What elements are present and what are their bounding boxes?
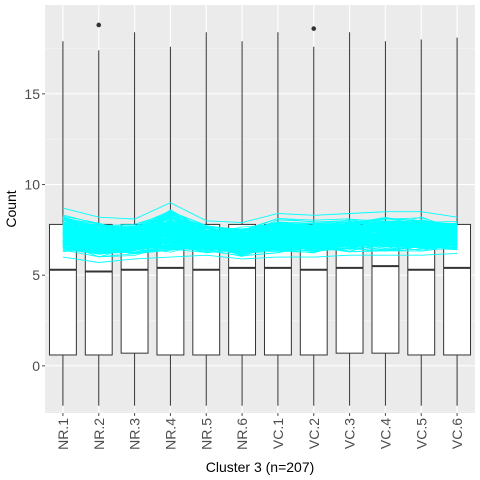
profile-line <box>62 218 458 238</box>
y-tick-label: 15 <box>24 86 40 102</box>
profile-lines <box>62 202 458 263</box>
whiskers <box>62 32 458 406</box>
profile-line <box>62 239 458 252</box>
profile-line <box>62 233 458 248</box>
profile-line-upper <box>62 202 458 224</box>
profile-line <box>62 221 458 235</box>
profile-line <box>62 212 458 237</box>
y-tick-label: 10 <box>24 177 40 193</box>
y-axis: 0 5 10 15 <box>24 86 45 374</box>
y-tick-label: 0 <box>32 358 40 374</box>
x-tick-label: VC.4 <box>377 418 393 449</box>
y-tick-label: 5 <box>32 267 40 283</box>
x-tick-label: VC.3 <box>342 418 358 449</box>
x-axis: NR.1 NR.2 NR.3 NR.4 NR.5 NR.6 VC.1 VC.2 VC.3 VC.4… <box>55 413 465 450</box>
outlier-point <box>96 22 102 28</box>
x-tick-label: NR.6 <box>234 418 250 450</box>
x-tick-label: NR.4 <box>162 418 178 450</box>
profile-line <box>62 239 458 248</box>
x-tick-label: NR.5 <box>198 418 214 450</box>
outlier-points <box>96 22 317 31</box>
x-axis-title: Cluster 3 (n=207) <box>206 459 315 475</box>
outlier-point <box>311 26 317 31</box>
x-tick-label: NR.3 <box>127 418 143 450</box>
profile-line <box>62 228 458 246</box>
x-tick-label: NR.2 <box>91 418 107 450</box>
profile-line <box>62 221 458 242</box>
profile-line <box>62 216 458 238</box>
profile-line <box>62 212 458 235</box>
x-tick-label: VC.1 <box>270 418 286 449</box>
profile-line <box>62 230 458 251</box>
x-tick-label: VC.6 <box>449 418 465 449</box>
x-tick-label: NR.1 <box>55 418 71 450</box>
profile-line-lower <box>62 252 458 263</box>
profile-line <box>62 241 458 254</box>
profile-line <box>62 236 458 251</box>
y-axis-title: Count <box>3 190 19 227</box>
profile-line <box>62 217 458 235</box>
box-vc-6 <box>443 223 472 356</box>
profile-line <box>62 237 458 255</box>
x-tick-label: VC.5 <box>413 418 429 449</box>
panel-background <box>45 5 475 413</box>
x-tick-label: VC.2 <box>306 418 322 449</box>
profile-line <box>62 221 458 239</box>
